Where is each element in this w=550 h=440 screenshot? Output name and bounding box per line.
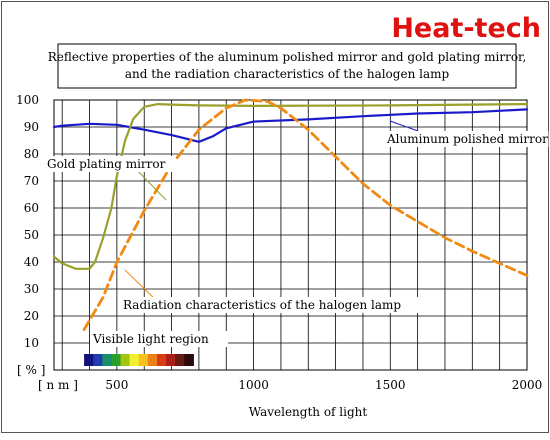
- visible-region-label: Visible light region: [92, 332, 209, 346]
- brand-logo: Heat-tech: [391, 13, 541, 44]
- spectrum-swatch: [111, 354, 122, 366]
- y-tick-label: 60: [24, 201, 39, 215]
- y-tick-label: 30: [24, 282, 39, 296]
- spectrum-swatch: [102, 354, 112, 366]
- y-tick-label: 70: [24, 174, 39, 188]
- visible-spectrum-bar: [84, 354, 194, 366]
- aluminum-label: Aluminum polished mirror: [386, 132, 548, 146]
- halogen-label: Radiation characteristics of the halogen…: [123, 298, 401, 312]
- aluminum-mirror-line: [52, 108, 529, 143]
- y-tick-label: 40: [24, 255, 39, 269]
- gold-mirror-line: [52, 103, 529, 270]
- spectrum-swatch: [120, 354, 131, 366]
- x-tick-label: 500: [105, 378, 128, 392]
- y-tick-label: 80: [24, 147, 39, 161]
- spectrum-swatch: [138, 354, 149, 366]
- chart-title-line-2: and the radiation characteristics of the…: [125, 67, 450, 81]
- halogen-lamp-line: [82, 98, 529, 331]
- y-tick-label: 100: [16, 93, 39, 107]
- visible-region-label-bg: [90, 331, 228, 347]
- gold-leader-line: [134, 167, 167, 201]
- x-tick-label: 1500: [375, 378, 406, 392]
- spectrum-swatch: [93, 354, 103, 366]
- x-unit-label: [ n m ]: [38, 378, 78, 392]
- plot-area: 10 20 30 40 50 60 70 80 90 100 500 1000 1500 2000 Alum…: [16, 93, 549, 392]
- title-box: [57, 43, 517, 89]
- x-tick-label: 2000: [512, 378, 543, 392]
- spectrum-swatch: [147, 354, 158, 366]
- halogen-label-bg: [120, 297, 423, 313]
- gold-label: Gold plating mirror: [47, 157, 166, 171]
- chart-title-line-1: Reflective properties of the aluminum po…: [48, 50, 527, 64]
- spectrum-swatch: [175, 354, 185, 366]
- spectrum-swatch: [156, 354, 167, 366]
- aluminum-leader-line: [389, 120, 419, 132]
- spectrum-swatch: [166, 354, 176, 366]
- y-unit-label: [ % ]: [17, 363, 45, 377]
- spectrum-swatch: [84, 354, 94, 366]
- y-tick-label: 10: [24, 336, 39, 350]
- x-tick-label: 1000: [238, 378, 269, 392]
- y-tick-label: 50: [24, 228, 39, 242]
- spectrum-swatch: [184, 354, 194, 366]
- y-tick-label: 20: [24, 309, 39, 323]
- plot-frame: [53, 99, 528, 371]
- gold-label-bg: [44, 156, 176, 172]
- x-axis-label: Wavelength of light: [249, 405, 368, 419]
- spectrum-swatch: [129, 354, 140, 366]
- aluminum-label-bg: [384, 131, 549, 147]
- y-tick-label: 90: [24, 120, 39, 134]
